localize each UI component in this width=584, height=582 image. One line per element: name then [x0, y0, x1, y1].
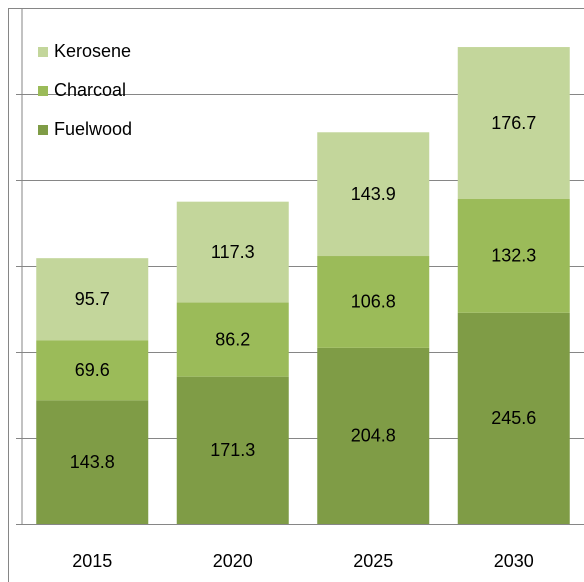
- bar-segment: [317, 256, 430, 348]
- value-label: 95.7: [75, 289, 110, 309]
- value-label: 143.8: [70, 452, 115, 472]
- legend-label: Fuelwood: [54, 119, 132, 139]
- value-label: 106.8: [351, 292, 396, 312]
- bar-segment: [457, 312, 570, 524]
- legend-swatch: [38, 47, 48, 57]
- value-label: 171.3: [210, 440, 255, 460]
- legend-swatch: [38, 86, 48, 96]
- bar-segment: [317, 347, 430, 524]
- value-label: 176.7: [491, 113, 536, 133]
- bar-segment: [36, 400, 149, 524]
- bar-segment: [36, 258, 149, 341]
- legend-label: Kerosene: [54, 41, 131, 61]
- legend-swatch: [38, 125, 48, 135]
- bar-segment: [176, 302, 289, 377]
- legend-label: Charcoal: [54, 80, 126, 100]
- value-label: 132.3: [491, 246, 536, 266]
- bar-segment: [176, 201, 289, 303]
- bar-segment: [457, 199, 570, 313]
- value-label: 86.2: [215, 329, 250, 349]
- x-tick-label: 2030: [494, 551, 534, 571]
- value-label: 204.8: [351, 426, 396, 446]
- chart-frame: [8, 8, 584, 582]
- bar-segment: [36, 340, 149, 401]
- bar-segment: [317, 132, 430, 257]
- x-tick-label: 2015: [72, 551, 112, 571]
- value-label: 69.6: [75, 360, 110, 380]
- x-tick-label: 2025: [353, 551, 393, 571]
- value-label: 143.9: [351, 184, 396, 204]
- value-label: 245.6: [491, 408, 536, 428]
- x-tick-label: 2020: [213, 551, 253, 571]
- value-label: 117.3: [211, 242, 255, 262]
- bar-segment: [457, 47, 570, 200]
- bar-segment: [176, 376, 289, 524]
